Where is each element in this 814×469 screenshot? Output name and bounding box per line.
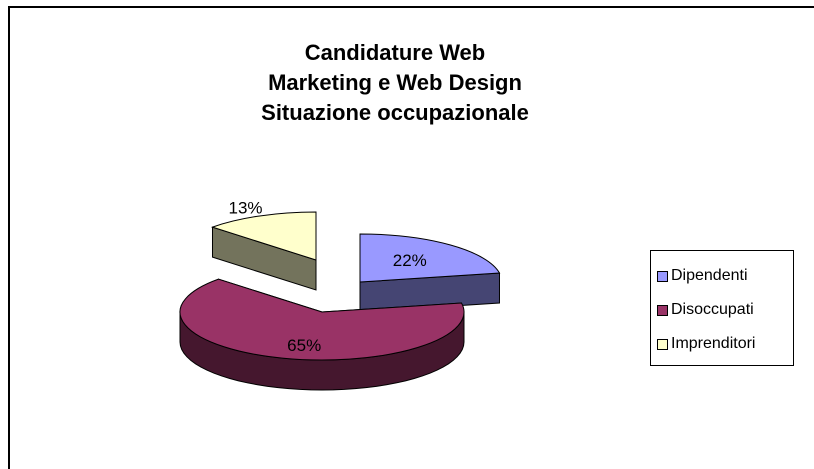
chart-area: Candidature Web Marketing e Web Design S… bbox=[8, 6, 814, 469]
chart-title-line-3: Situazione occupazionale bbox=[261, 100, 529, 125]
legend-item-dipendenti: Dipendenti bbox=[651, 259, 793, 293]
pie-top-imprenditori bbox=[210, 211, 317, 261]
legend-label-disoccupati: Disoccupati bbox=[671, 301, 754, 318]
chart-title-line-2: Marketing e Web Design bbox=[268, 70, 522, 95]
pie-slice-dipendenti bbox=[359, 233, 501, 313]
chart-title: Candidature Web Marketing e Web Design S… bbox=[210, 38, 580, 128]
data-label-disoccupati: 65% bbox=[287, 336, 321, 355]
pie-top-dipendenti bbox=[359, 233, 501, 283]
pie-top-disoccupati bbox=[179, 278, 465, 361]
data-label-imprenditori: 13% bbox=[228, 198, 262, 217]
pie-slice-disoccupati bbox=[179, 278, 465, 391]
legend-swatch-disoccupati bbox=[657, 304, 668, 316]
data-label-dipendenti: 22% bbox=[393, 251, 427, 270]
legend: Dipendenti Disoccupati Imprenditori bbox=[650, 250, 794, 366]
legend-swatch-imprenditori bbox=[657, 338, 668, 350]
legend-item-disoccupati: Disoccupati bbox=[651, 293, 793, 327]
chart-title-line-1: Candidature Web bbox=[304, 40, 486, 65]
legend-item-imprenditori: Imprenditori bbox=[651, 327, 793, 361]
pie-slice-imprenditori bbox=[210, 211, 317, 291]
legend-label-dipendenti: Dipendenti bbox=[671, 267, 748, 284]
legend-swatch-dipendenti bbox=[657, 270, 668, 282]
legend-label-imprenditori: Imprenditori bbox=[671, 335, 756, 352]
